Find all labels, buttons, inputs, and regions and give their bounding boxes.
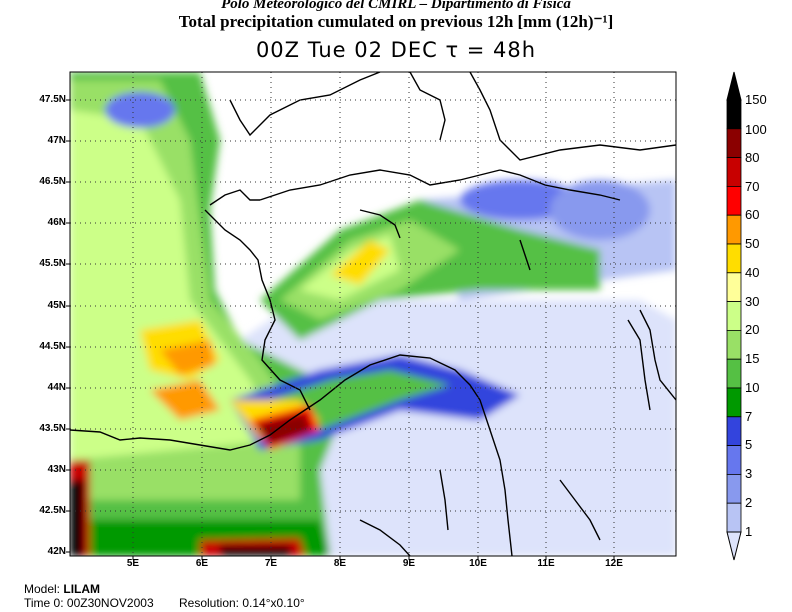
colorbar-swatch <box>726 185 742 216</box>
colorbar-label: 30 <box>745 294 760 309</box>
colorbar-label: 150 <box>745 92 767 107</box>
lon-label: 10E <box>469 558 487 569</box>
colorbar-swatch <box>726 99 742 130</box>
lat-label: 46N <box>47 217 66 228</box>
lon-label: 11E <box>537 558 555 569</box>
colorbar-swatch <box>726 272 742 302</box>
resolution-value: 0.14°x0.10° <box>242 596 305 610</box>
lat-lon-grid <box>70 72 676 556</box>
colorbar-label: 2 <box>745 495 753 510</box>
lat-label: 45.5N <box>39 258 66 269</box>
lat-label: 44N <box>47 382 66 393</box>
footer-model: Model: LILAM <box>24 582 100 596</box>
time-label: Time 0: <box>24 596 64 610</box>
colorbar-swatch <box>726 214 742 245</box>
lat-label: 47.5N <box>39 94 66 105</box>
title-line-2: Total precipitation cumulated on previou… <box>178 12 614 31</box>
colorbar-swatch <box>726 358 742 389</box>
lat-label: 46.5N <box>39 176 66 187</box>
colorbar-label: 40 <box>745 265 760 280</box>
colorbar-swatch <box>726 445 742 475</box>
colorbar-label: 15 <box>745 351 760 366</box>
lon-label: 9E <box>402 558 416 569</box>
colorbar-label: 3 <box>745 466 753 481</box>
colorbar <box>726 71 742 561</box>
colorbar-label: 10 <box>745 380 760 395</box>
lat-label: 43N <box>47 464 66 475</box>
colorbar-label: 80 <box>745 150 760 165</box>
title-forecast-time: 00Z Tue 02 DEC τ = 48h <box>255 38 537 62</box>
colorbar-label: 70 <box>745 179 760 194</box>
model-label: Model: <box>24 582 61 596</box>
axis-ticks <box>66 99 615 560</box>
precipitation-field <box>70 72 676 556</box>
lat-label: 42.5N <box>39 505 66 516</box>
colorbar-label: 100 <box>745 122 767 137</box>
lat-label: 44.5N <box>39 341 66 352</box>
colorbar-swatch <box>726 473 742 504</box>
colorbar-label: 7 <box>745 409 753 424</box>
model-value: LILAM <box>63 582 101 596</box>
time-value: 00Z30NOV2003 <box>66 596 154 610</box>
colorbar-top-arrow <box>726 71 742 101</box>
colorbar-bottom-arrow <box>726 531 742 561</box>
colorbar-label: 50 <box>745 236 760 251</box>
lon-label: 6E <box>195 558 209 569</box>
lon-label: 12E <box>605 558 623 569</box>
lat-label: 42N <box>47 546 66 557</box>
colorbar-label: 60 <box>745 207 760 222</box>
colorbar-swatch <box>726 416 742 446</box>
lat-label: 43.5N <box>39 423 66 434</box>
coastlines <box>70 72 676 556</box>
lon-label: 5E <box>126 558 140 569</box>
colorbar-swatch <box>726 502 742 533</box>
colorbar-label: 1 <box>745 524 753 539</box>
lon-label: 8E <box>333 558 347 569</box>
lat-label: 47N <box>47 135 66 146</box>
colorbar-label: 5 <box>745 437 753 452</box>
colorbar-swatch <box>726 301 742 331</box>
resolution-label: Resolution: <box>178 596 240 610</box>
colorbar-swatch <box>726 243 742 274</box>
colorbar-swatch <box>726 128 742 159</box>
colorbar-swatch <box>726 157 742 187</box>
title-line-1: Polo Meteorologico del CMIRL – Dipartime… <box>221 0 571 12</box>
lat-label: 45N <box>47 300 66 311</box>
colorbar-label: 20 <box>745 322 760 337</box>
map-frame <box>69 71 677 557</box>
colorbar-swatch <box>726 329 742 360</box>
footer-time: Time 0: 00Z30NOV2003 Resolution: 0.14°x0… <box>24 596 305 610</box>
lon-label: 7E <box>264 558 278 569</box>
colorbar-swatch <box>726 387 742 418</box>
